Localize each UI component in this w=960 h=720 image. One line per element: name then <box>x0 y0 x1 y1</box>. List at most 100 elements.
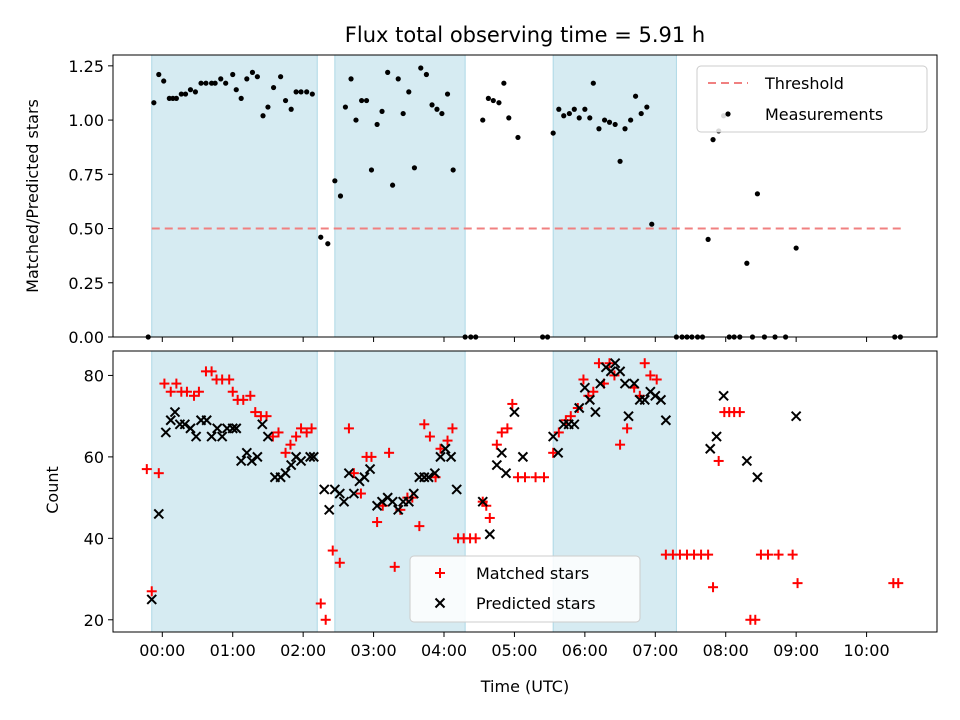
matched-star-point <box>622 423 633 434</box>
measurement-point <box>156 71 162 78</box>
matched-star-point <box>273 427 284 438</box>
measurement-point <box>342 104 349 110</box>
measurement-point <box>198 80 204 86</box>
predicted-star-point <box>574 402 585 414</box>
legend-bottom: Matched stars Predicted stars <box>409 555 641 623</box>
measurement-point <box>556 106 562 112</box>
measurement-point <box>182 91 189 97</box>
measurement-point <box>596 126 602 132</box>
predicted-star-point <box>595 378 606 389</box>
predicted-star-point <box>216 431 228 442</box>
measurement-point <box>233 87 239 93</box>
measurement-point <box>238 95 244 101</box>
predicted-star-point <box>477 496 488 507</box>
measurement-point <box>212 80 218 86</box>
predicted-star-point <box>752 472 763 483</box>
measurement-point <box>439 110 445 117</box>
matched-star-point <box>320 614 331 625</box>
matched-star-point <box>750 614 761 625</box>
y-tick-label: 0.25 <box>68 274 104 293</box>
measurement-point <box>561 113 567 119</box>
matched-star-point <box>227 386 238 397</box>
predicted-star-point <box>711 431 722 442</box>
measurement-point <box>506 115 512 121</box>
x-tick-label: 02:00 <box>280 641 326 660</box>
measurement-point <box>710 137 716 143</box>
measurement-point <box>385 69 391 75</box>
predicted-star-point <box>359 472 370 483</box>
measurement-point <box>601 117 608 123</box>
predicted-star-point <box>628 378 640 389</box>
measurement-point <box>418 65 424 71</box>
legend-matched-swatch <box>435 568 445 578</box>
measurement-point <box>244 76 250 82</box>
predicted-star-point <box>257 419 268 430</box>
measurement-point <box>582 106 588 112</box>
matched-star-point <box>419 419 430 430</box>
predicted-star-point <box>252 451 263 463</box>
measurement-point <box>293 89 299 95</box>
measurement-point <box>265 104 271 110</box>
measurement-point <box>411 165 418 171</box>
measurement-point <box>368 167 375 173</box>
legend-predicted-label: Predicted stars <box>476 594 596 613</box>
measurement-point <box>218 76 224 82</box>
measurement-point <box>282 97 289 104</box>
predicted-star-point <box>185 423 196 434</box>
matched-star-point <box>442 435 453 446</box>
predicted-star-point <box>660 415 672 426</box>
measurement-point <box>192 89 198 95</box>
matched-star-point <box>372 517 383 528</box>
y-tick-label: 0.50 <box>68 220 104 239</box>
matched-star-point <box>306 423 317 434</box>
matched-star-point <box>327 545 338 556</box>
matched-star-point <box>520 472 530 483</box>
matched-star-point <box>553 427 564 438</box>
matched-star-point <box>491 439 502 450</box>
measurement-point <box>515 134 521 141</box>
matched-star-point <box>343 423 354 434</box>
measurement-point <box>270 84 277 91</box>
matched-star-point <box>348 468 359 479</box>
matched-star-point <box>447 423 458 434</box>
matched-star-point <box>261 411 272 422</box>
matched-star-point <box>224 374 235 385</box>
matched-star-point <box>296 423 307 434</box>
measurement-point <box>632 93 639 99</box>
measurement-point <box>278 74 284 80</box>
predicted-star-point <box>509 406 520 418</box>
predicted-star-point <box>429 467 441 479</box>
predicted-star-point <box>445 451 457 463</box>
predicted-star-point <box>500 467 512 479</box>
y-tick-label: 1.00 <box>68 111 104 130</box>
predicted-star-point <box>650 390 661 402</box>
matched-star-point <box>703 549 714 560</box>
predicted-star-point <box>569 419 580 430</box>
matched-star-point <box>267 431 278 442</box>
x-tick-label: 05:00 <box>491 641 537 660</box>
predicted-star-point <box>579 382 591 393</box>
top-y-axis-label: Matched/Predicted stars <box>23 99 42 293</box>
measurement-point <box>379 108 385 114</box>
matched-star-point <box>787 549 798 560</box>
predicted-star-point <box>324 504 335 516</box>
measurement-point <box>628 117 634 123</box>
legend-measurements-label: Measurements <box>765 105 883 124</box>
matched-star-point <box>470 533 481 544</box>
predicted-star-point <box>451 484 462 495</box>
y-tick-label: 60 <box>84 448 104 467</box>
measurement-point <box>298 89 304 95</box>
measurement-point <box>434 106 440 112</box>
predicted-star-point <box>212 423 223 434</box>
y-tick-label: 1.25 <box>68 57 104 76</box>
measurement-point <box>359 97 365 104</box>
measurement-point <box>744 260 750 266</box>
legend-top: Threshold Measurements <box>696 65 928 133</box>
matched-star-point <box>435 443 446 454</box>
x-axis-label: Time (UTC) <box>480 677 569 696</box>
predicted-star-point <box>790 410 802 422</box>
matched-star-point <box>496 427 507 438</box>
x-tick-label: 10:00 <box>844 641 890 660</box>
predicted-star-point <box>423 472 434 483</box>
